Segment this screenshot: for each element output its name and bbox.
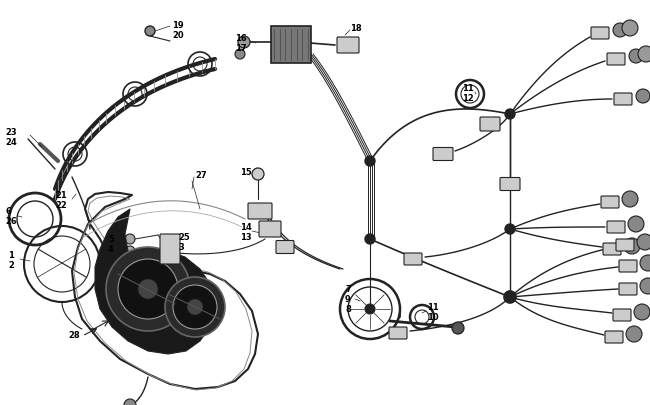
- Circle shape: [124, 399, 136, 405]
- FancyBboxPatch shape: [276, 241, 294, 254]
- Circle shape: [145, 27, 155, 37]
- Circle shape: [165, 277, 225, 337]
- Circle shape: [613, 24, 627, 38]
- FancyBboxPatch shape: [619, 260, 637, 272]
- Circle shape: [504, 291, 516, 303]
- Circle shape: [634, 304, 650, 320]
- Circle shape: [106, 247, 190, 331]
- Circle shape: [138, 279, 158, 299]
- Text: 26: 26: [5, 217, 17, 226]
- Text: 6: 6: [5, 207, 11, 216]
- FancyBboxPatch shape: [433, 148, 453, 161]
- Text: 7: 7: [345, 285, 351, 294]
- Text: 12: 12: [462, 93, 474, 102]
- Text: 19: 19: [172, 20, 183, 30]
- Circle shape: [638, 47, 650, 63]
- Text: 17: 17: [235, 43, 246, 52]
- Text: 20: 20: [172, 30, 183, 39]
- Text: 22: 22: [55, 200, 67, 209]
- Circle shape: [636, 90, 650, 104]
- FancyBboxPatch shape: [248, 203, 272, 220]
- Circle shape: [173, 285, 217, 329]
- Circle shape: [629, 50, 643, 64]
- FancyBboxPatch shape: [614, 94, 632, 106]
- Circle shape: [118, 259, 178, 319]
- Circle shape: [187, 299, 203, 315]
- Text: 8: 8: [345, 305, 351, 314]
- Text: 11: 11: [427, 303, 439, 312]
- Text: 25: 25: [178, 233, 190, 242]
- Circle shape: [640, 278, 650, 294]
- Text: 4: 4: [108, 245, 114, 254]
- FancyBboxPatch shape: [607, 54, 625, 66]
- Circle shape: [622, 192, 638, 207]
- Text: 5: 5: [108, 235, 114, 244]
- Circle shape: [505, 110, 515, 120]
- Circle shape: [125, 246, 135, 256]
- Text: 18: 18: [350, 23, 361, 32]
- FancyBboxPatch shape: [603, 243, 621, 256]
- Polygon shape: [95, 209, 215, 354]
- Text: 27: 27: [195, 170, 207, 179]
- Text: 9: 9: [345, 295, 351, 304]
- Text: 16: 16: [235, 34, 247, 43]
- Circle shape: [637, 234, 650, 250]
- Circle shape: [505, 224, 515, 234]
- FancyBboxPatch shape: [259, 222, 281, 237]
- Text: 10: 10: [427, 313, 439, 322]
- FancyBboxPatch shape: [607, 222, 625, 233]
- Text: 15: 15: [240, 167, 252, 176]
- FancyBboxPatch shape: [613, 309, 631, 321]
- FancyBboxPatch shape: [480, 118, 500, 132]
- FancyBboxPatch shape: [605, 331, 623, 343]
- FancyBboxPatch shape: [500, 178, 520, 191]
- FancyBboxPatch shape: [601, 196, 619, 209]
- Text: 23: 23: [5, 127, 17, 136]
- Text: 14: 14: [240, 223, 252, 232]
- Text: 13: 13: [240, 233, 252, 242]
- FancyBboxPatch shape: [160, 234, 180, 264]
- Text: 11: 11: [462, 83, 474, 92]
- Circle shape: [125, 258, 135, 269]
- Circle shape: [624, 239, 640, 254]
- Text: 24: 24: [5, 137, 17, 146]
- FancyBboxPatch shape: [389, 327, 407, 339]
- FancyBboxPatch shape: [616, 239, 634, 252]
- Circle shape: [452, 322, 464, 334]
- Text: 2: 2: [8, 260, 14, 269]
- Circle shape: [125, 234, 135, 244]
- Circle shape: [365, 234, 375, 244]
- Text: 21: 21: [55, 190, 67, 199]
- Circle shape: [235, 50, 245, 60]
- Circle shape: [238, 37, 250, 49]
- Text: 1: 1: [8, 250, 14, 259]
- Circle shape: [365, 304, 375, 314]
- FancyBboxPatch shape: [337, 38, 359, 54]
- Circle shape: [252, 168, 264, 181]
- Text: 3: 3: [178, 243, 184, 252]
- FancyBboxPatch shape: [271, 27, 311, 64]
- Circle shape: [640, 256, 650, 271]
- Circle shape: [626, 326, 642, 342]
- FancyBboxPatch shape: [591, 28, 609, 40]
- Circle shape: [622, 21, 638, 37]
- Text: 28: 28: [68, 330, 79, 339]
- Circle shape: [628, 216, 644, 232]
- FancyBboxPatch shape: [404, 254, 422, 265]
- FancyBboxPatch shape: [619, 284, 637, 295]
- Circle shape: [365, 157, 375, 166]
